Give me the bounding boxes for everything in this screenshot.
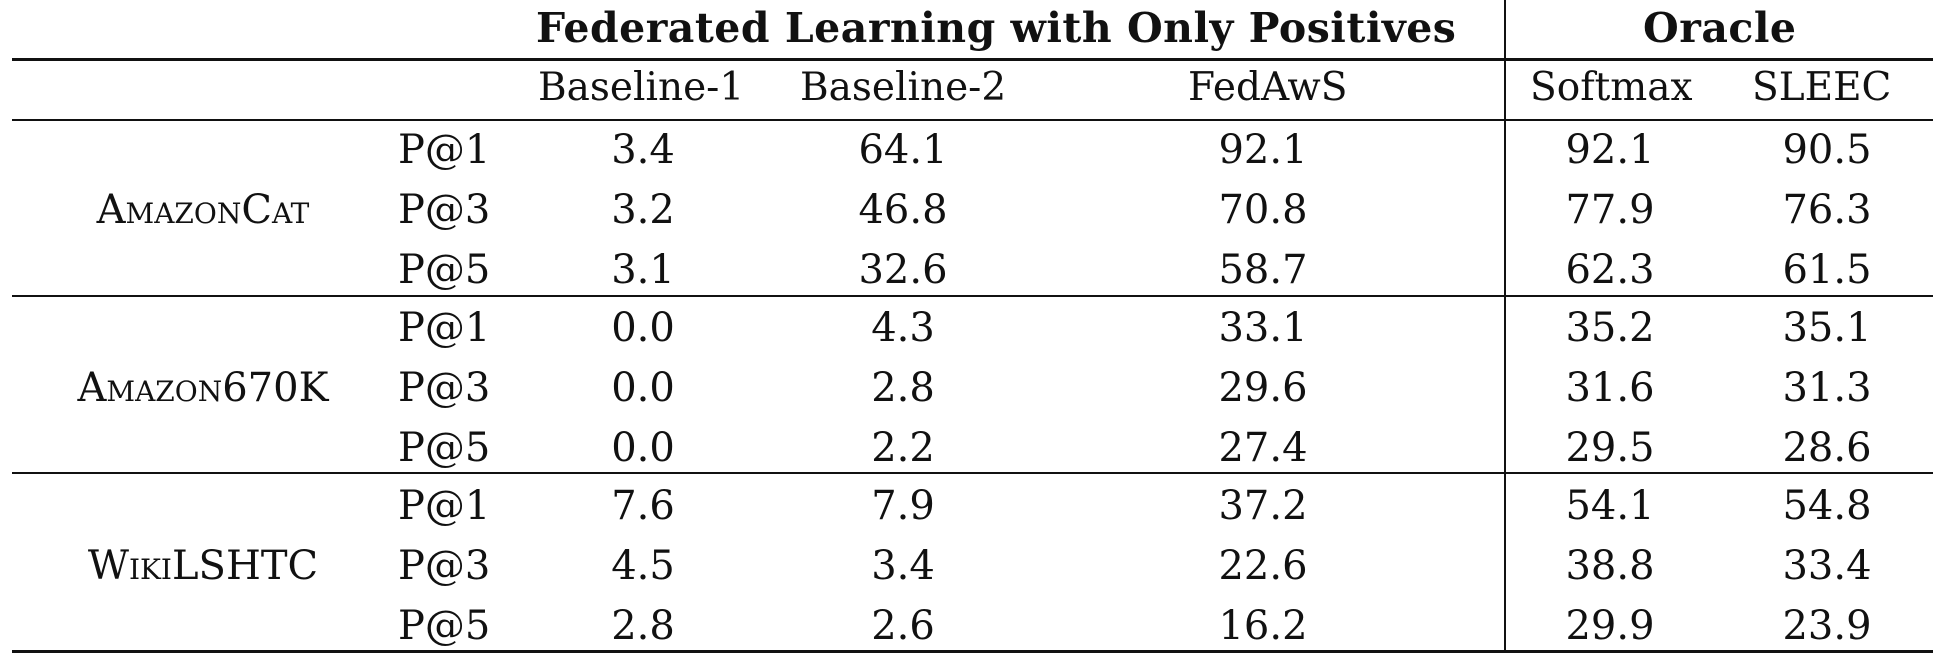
column-header-fedaws: FedAwS bbox=[1188, 65, 1348, 110]
table-cell: 0.0 bbox=[611, 425, 675, 471]
table-cell: 92.1 bbox=[1218, 127, 1308, 173]
table-cell: 29.9 bbox=[1565, 603, 1655, 649]
table-cell: 32.6 bbox=[858, 247, 948, 293]
table-cell: 3.1 bbox=[611, 247, 675, 293]
table-cell: 7.9 bbox=[871, 483, 935, 529]
table-cell: 38.8 bbox=[1565, 543, 1655, 589]
table-cell: 2.6 bbox=[871, 603, 935, 649]
table-cell: 58.7 bbox=[1218, 247, 1308, 293]
table-cell: 2.8 bbox=[611, 603, 675, 649]
table-cell: 31.3 bbox=[1782, 365, 1872, 411]
table-cell: 29.5 bbox=[1565, 425, 1655, 471]
table-cell: 90.5 bbox=[1782, 127, 1872, 173]
table-cell: 16.2 bbox=[1218, 603, 1308, 649]
table-cell: 35.1 bbox=[1782, 305, 1872, 351]
table-cell: 64.1 bbox=[858, 127, 948, 173]
table-cell: 7.6 bbox=[611, 483, 675, 529]
dataset-name: AmazonCat bbox=[96, 187, 310, 233]
metric-label: P@3 bbox=[398, 365, 491, 411]
table-cell: 31.6 bbox=[1565, 365, 1655, 411]
table-cell: 4.3 bbox=[871, 305, 935, 351]
table-cell: 33.4 bbox=[1782, 543, 1872, 589]
column-header-softmax: Softmax bbox=[1530, 65, 1693, 110]
metric-label: P@3 bbox=[398, 543, 491, 589]
column-header-baseline-1: Baseline-1 bbox=[538, 65, 745, 110]
column-header-sleec: SLEEC bbox=[1752, 65, 1892, 110]
table-cell: 76.3 bbox=[1782, 187, 1872, 233]
table-cell: 54.1 bbox=[1565, 483, 1655, 529]
table-cell: 0.0 bbox=[611, 365, 675, 411]
table-cell: 62.3 bbox=[1565, 247, 1655, 293]
table-cell: 3.4 bbox=[871, 543, 935, 589]
vertical-rule-body bbox=[1504, 60, 1506, 652]
metric-label: P@5 bbox=[398, 603, 491, 649]
vertical-rule-header bbox=[1504, 0, 1506, 60]
metric-label: P@1 bbox=[398, 305, 491, 351]
column-header-baseline-2: Baseline-2 bbox=[800, 65, 1007, 110]
table-cell: 27.4 bbox=[1218, 425, 1308, 471]
table-cell: 92.1 bbox=[1565, 127, 1655, 173]
header-rule bbox=[12, 119, 1933, 121]
table-cell: 35.2 bbox=[1565, 305, 1655, 351]
dataset-name: WikiLSHTC bbox=[87, 543, 319, 589]
table-cell: 22.6 bbox=[1218, 543, 1308, 589]
group-header-federated: Federated Learning with Only Positives bbox=[536, 4, 1457, 52]
table-cell: 23.9 bbox=[1782, 603, 1872, 649]
table-cell: 28.6 bbox=[1782, 425, 1872, 471]
bottom-rule bbox=[12, 650, 1933, 653]
metric-label: P@1 bbox=[398, 127, 491, 173]
table-cell: 54.8 bbox=[1782, 483, 1872, 529]
group-header-oracle: Oracle bbox=[1643, 4, 1797, 52]
table-cell: 33.1 bbox=[1218, 305, 1308, 351]
table-cell: 2.8 bbox=[871, 365, 935, 411]
top-rule bbox=[12, 58, 1933, 61]
dataset-name: Amazon670K bbox=[77, 365, 329, 411]
table-cell: 46.8 bbox=[858, 187, 948, 233]
table-cell: 3.4 bbox=[611, 127, 675, 173]
metric-label: P@5 bbox=[398, 247, 491, 293]
group-rule-2 bbox=[12, 472, 1933, 474]
table-cell: 61.5 bbox=[1782, 247, 1872, 293]
metric-label: P@5 bbox=[398, 425, 491, 471]
metric-label: P@1 bbox=[398, 483, 491, 529]
table-cell: 0.0 bbox=[611, 305, 675, 351]
table-cell: 70.8 bbox=[1218, 187, 1308, 233]
table-cell: 3.2 bbox=[611, 187, 675, 233]
table-cell: 4.5 bbox=[611, 543, 675, 589]
group-rule-1 bbox=[12, 295, 1933, 297]
table-cell: 77.9 bbox=[1565, 187, 1655, 233]
table-cell: 29.6 bbox=[1218, 365, 1308, 411]
metric-label: P@3 bbox=[398, 187, 491, 233]
table-cell: 37.2 bbox=[1218, 483, 1308, 529]
table-cell: 2.2 bbox=[871, 425, 935, 471]
